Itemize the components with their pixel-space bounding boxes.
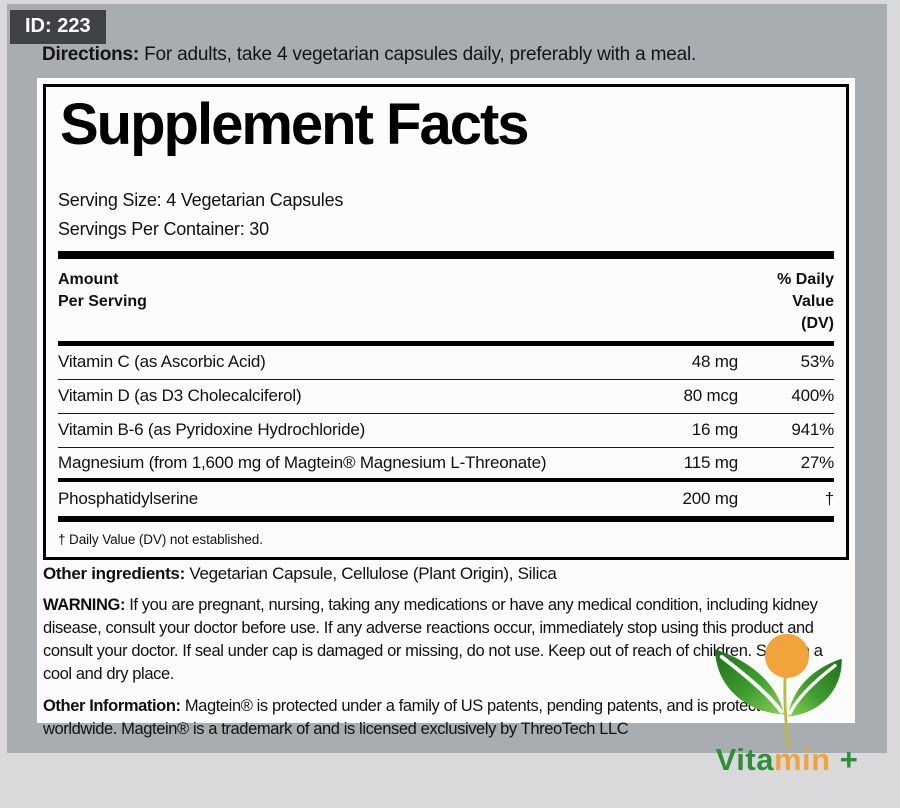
directions-text: For adults, take 4 vegetarian capsules d…	[139, 44, 697, 65]
other-information-text: Magtein® is protected under a family of …	[43, 697, 778, 738]
dv-header-line1: % Daily	[777, 270, 834, 288]
wordmark-vita: Vita	[715, 742, 774, 777]
other-information-label: Other Information:	[43, 697, 181, 715]
divider-thick-bottom	[58, 515, 834, 522]
table-row-vitamin-b6: Vitamin B-6 (as Pyridoxine Hydrochloride…	[58, 414, 834, 448]
table-row-phosphatidylserine: Phosphatidylserine 200 mg †	[58, 482, 834, 516]
amount-per-serving-header: Amount Per Serving	[58, 269, 147, 335]
facts-table-header: Amount Per Serving % Daily Value (DV)	[58, 259, 834, 341]
daily-value-header: % Daily Value (DV)	[777, 269, 834, 335]
warning-label: WARNING:	[43, 596, 126, 614]
plant-sprout-icon	[715, 633, 842, 749]
other-ingredients: Other ingredients: Vegetarian Capsule, C…	[43, 564, 849, 584]
warning-text: If you are pregnant, nursing, taking any…	[43, 596, 823, 683]
nutrient-amount: 16 mg	[691, 420, 738, 440]
dv-header-line2: Value	[792, 292, 834, 310]
nutrient-amount: 48 mg	[691, 352, 738, 372]
table-row-vitamin-d: Vitamin D (as D3 Cholecalciferol) 80 mcg…	[58, 380, 834, 414]
supplement-label: Supplement Facts Serving Size: 4 Vegetar…	[37, 78, 855, 738]
amount-header-line1: Amount	[58, 270, 119, 288]
nutrient-amount: 115 mg	[683, 452, 738, 472]
table-row-vitamin-c: Vitamin C (as Ascorbic Acid) 48 mg 53%	[58, 346, 834, 380]
nutrient-name: Magnesium (from 1,600 mg of Magtein® Mag…	[58, 452, 547, 472]
amount-header-line2: Per Serving	[58, 292, 147, 310]
nutrient-name: Phosphatidylserine	[58, 488, 199, 508]
dv-header-line3: (DV)	[801, 314, 834, 332]
directions-line: Directions: For adults, take 4 vegetaria…	[42, 44, 696, 66]
other-information-paragraph: Other Information: Magtein® is protected…	[43, 695, 849, 741]
nutrient-name: Vitamin B-6 (as Pyridoxine Hydrochloride…	[58, 420, 366, 440]
vitamin-plus-wordmark: Vitamin +	[698, 742, 876, 778]
nutrient-name: Vitamin C (as Ascorbic Acid)	[58, 352, 266, 372]
warning-paragraph: WARNING: If you are pregnant, nursing, t…	[43, 594, 849, 686]
supplement-facts-title: Supplement Facts	[60, 92, 530, 157]
vitamin-plus-logo: Vitamin +	[698, 630, 876, 778]
nutrient-dv: 27%	[800, 452, 835, 472]
nutrient-dv: 53%	[800, 352, 835, 372]
nutrient-dv: 400%	[791, 386, 834, 406]
nutrient-dv: 941%	[791, 420, 834, 440]
directions-label: Directions:	[42, 44, 140, 65]
nutrient-dv: †	[824, 488, 834, 508]
other-ingredients-text: Vegetarian Capsule, Cellulose (Plant Ori…	[184, 564, 557, 583]
dv-footnote: † Daily Value (DV) not established.	[58, 531, 263, 547]
servings-per-container: Servings Per Container: 30	[58, 218, 269, 239]
divider-thick-top	[58, 250, 834, 259]
nutrient-amount: 200 mg	[682, 488, 738, 508]
table-row-magnesium: Magnesium (from 1,600 mg of Magtein® Mag…	[58, 448, 834, 482]
other-ingredients-label: Other ingredients:	[43, 564, 185, 583]
nutrient-amount: 80 mcg	[683, 386, 738, 406]
supplement-facts-box: Supplement Facts Serving Size: 4 Vegetar…	[43, 84, 849, 560]
id-badge: ID: 223	[10, 10, 106, 44]
serving-info: Serving Size: 4 Vegetarian Capsules Serv…	[58, 186, 834, 244]
wordmark-min: min	[773, 742, 831, 777]
nutrient-name: Vitamin D (as D3 Cholecalciferol)	[58, 386, 302, 406]
serving-size: Serving Size: 4 Vegetarian Capsules	[58, 189, 344, 210]
wordmark-plus: +	[830, 742, 859, 777]
divider-below-header	[58, 340, 834, 346]
